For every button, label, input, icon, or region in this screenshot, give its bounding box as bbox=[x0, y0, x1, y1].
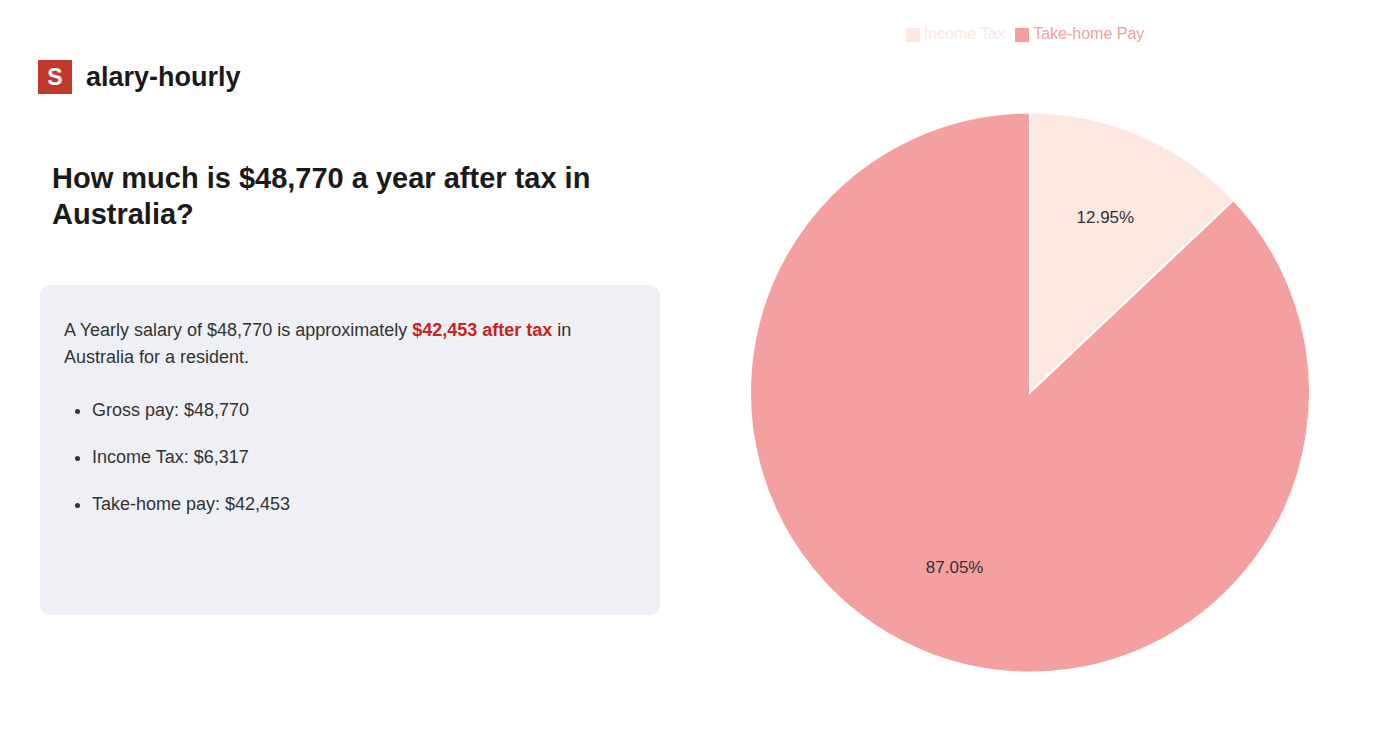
html-text:alary-hourly: alary-hourly bbox=[86, 61, 241, 92]
svg-text:87.05%: 87.05% bbox=[926, 558, 984, 577]
html-text:Australia for a resident.: Australia for a resident. bbox=[64, 347, 250, 367]
html-text:Gross pay: $48,770: Gross pay: $48,770 bbox=[92, 400, 250, 420]
html-text:S: S bbox=[47, 63, 63, 90]
html-text:Income Tax: $6,317: Income Tax: $6,317 bbox=[92, 447, 249, 467]
html-text:Take-home pay: $42,453: Take-home pay: $42,453 bbox=[92, 494, 291, 514]
html-text:How much is $48,770 a year aft: How much is $48,770 a year after tax in … bbox=[52, 162, 591, 231]
svg-text:12.95%: 12.95% bbox=[1077, 208, 1135, 227]
html-text:Take-home Pay: Take-home Pay bbox=[1033, 25, 1145, 42]
html-text:A Yearly salary of $48,770 is: A Yearly salary of $48,770 is approximat… bbox=[64, 320, 572, 340]
html-text:Income Tax: Income Tax bbox=[923, 25, 1006, 42]
